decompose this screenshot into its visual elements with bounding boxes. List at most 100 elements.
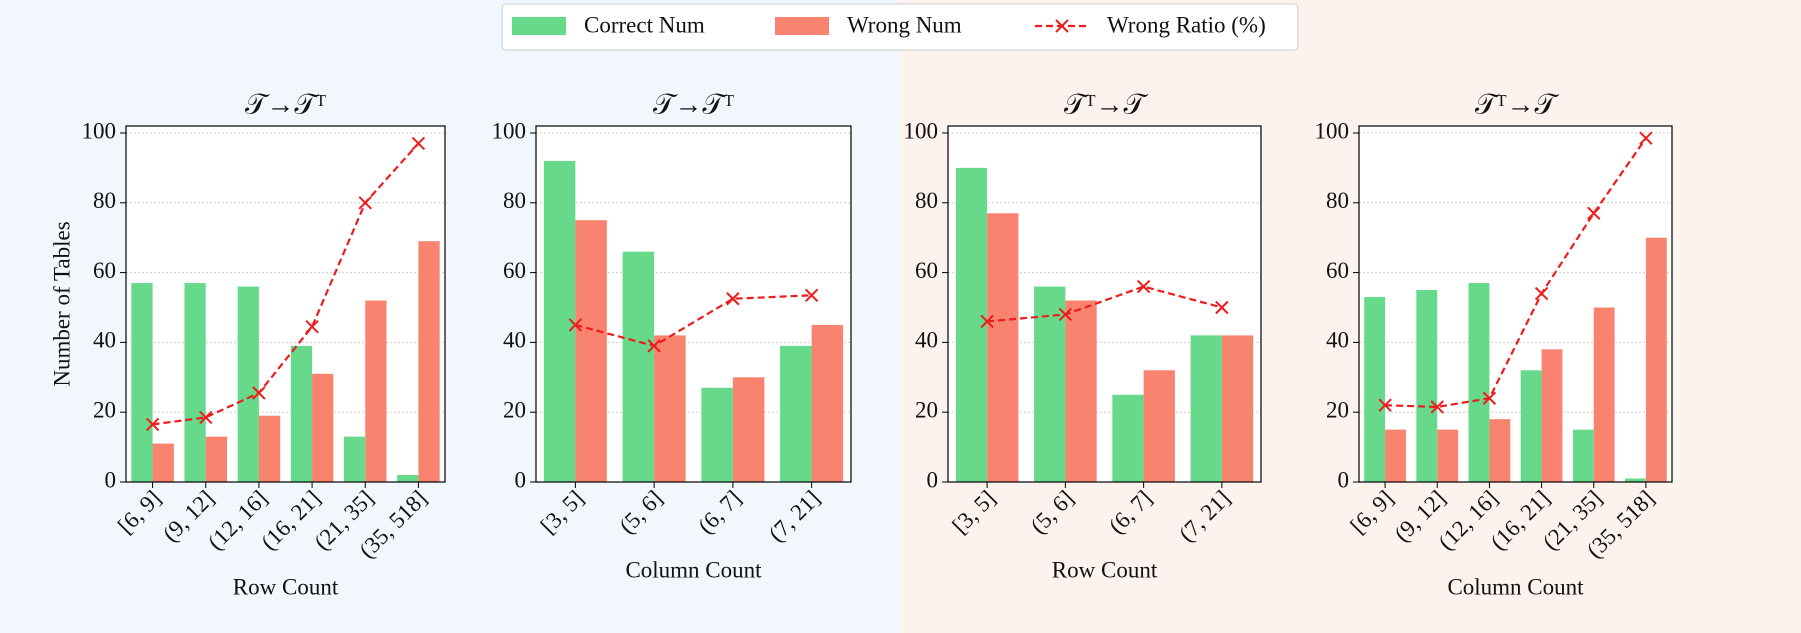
bar — [1364, 297, 1386, 482]
bar — [1437, 429, 1459, 482]
axes-frame — [535, 125, 852, 483]
bar — [811, 324, 844, 482]
bar — [622, 251, 655, 482]
bar — [1541, 349, 1563, 482]
y-tick-label: 0 — [1338, 467, 1350, 492]
bar — [1625, 478, 1646, 482]
ratio-marker — [252, 386, 266, 400]
bar — [654, 335, 686, 482]
y-axis-label: Number of Tables — [49, 221, 74, 386]
bar — [1112, 394, 1144, 482]
bar — [1221, 335, 1254, 482]
plot-area — [126, 126, 445, 482]
y-tick-label: 40 — [1326, 328, 1349, 353]
bar — [1645, 237, 1667, 482]
y-tick-label: 20 — [93, 397, 116, 422]
ratio-marker — [305, 319, 319, 334]
chart-title: 𝒯→𝒯ᵀ — [245, 89, 326, 120]
y-tick-label: 20 — [1326, 397, 1349, 422]
bar — [955, 167, 988, 482]
ratio-marker — [199, 410, 213, 425]
chart-title: 𝒯ᵀ→𝒯 — [1475, 89, 1560, 120]
legend-marker — [1055, 19, 1069, 33]
bar — [184, 283, 206, 482]
bar — [1572, 429, 1594, 482]
legend-box — [501, 3, 1299, 51]
axes-frame — [1358, 125, 1673, 483]
y-tick-label: 100 — [904, 118, 939, 143]
bar — [701, 387, 733, 482]
bar — [543, 160, 576, 482]
legend-label: Correct Num — [584, 12, 705, 37]
ratio-line — [575, 294, 812, 348]
ratio-marker — [1430, 400, 1444, 414]
legend-swatch — [512, 17, 566, 35]
bar — [732, 377, 765, 482]
bar — [575, 220, 607, 482]
y-tick-label: 40 — [93, 328, 116, 353]
bar — [1468, 283, 1490, 482]
bar — [258, 415, 281, 482]
bar — [987, 213, 1019, 483]
y-tick-label: 100 — [492, 118, 527, 143]
ratio-marker — [568, 318, 583, 332]
bar — [365, 300, 387, 482]
x-axis-label: Row Count — [233, 574, 339, 599]
ratio-marker — [1534, 286, 1549, 301]
bar — [1065, 300, 1097, 482]
ratio-marker — [647, 339, 661, 353]
ratio-marker — [358, 196, 372, 210]
ratio-line — [987, 285, 1223, 323]
y-tick-label: 0 — [515, 467, 527, 492]
chart-title: 𝒯→𝒯ᵀ — [653, 89, 734, 120]
y-tick-label: 80 — [1326, 188, 1349, 213]
bar — [343, 436, 366, 482]
y-tick-label: 20 — [503, 397, 526, 422]
ratio-line — [1385, 137, 1647, 409]
plot-area — [1359, 126, 1672, 482]
bar — [397, 475, 419, 482]
ratio-marker — [1482, 391, 1497, 405]
y-tick-label: 0 — [927, 467, 939, 492]
bar — [1489, 419, 1511, 482]
ratio-marker — [1058, 307, 1073, 322]
bar — [1034, 286, 1066, 482]
ratio-marker — [980, 314, 994, 329]
legend-swatch — [775, 17, 829, 35]
bar — [312, 373, 334, 482]
legend-label: Wrong Ratio (%) — [1107, 12, 1266, 37]
ratio-marker — [1136, 279, 1151, 294]
x-axis-label: Row Count — [1052, 557, 1158, 582]
axes-frame — [947, 125, 1262, 483]
ratio-marker — [1215, 300, 1229, 315]
bar — [290, 345, 313, 482]
y-tick-label: 100 — [1315, 118, 1350, 143]
bar — [1520, 370, 1542, 482]
bar — [152, 443, 174, 482]
legend-label: Wrong Num — [847, 12, 962, 37]
bar — [237, 286, 259, 482]
y-tick-label: 60 — [93, 258, 116, 283]
x-axis-label: Column Count — [1447, 574, 1584, 599]
axes-frame — [125, 125, 446, 483]
bar — [780, 345, 812, 482]
ratio-line — [152, 142, 420, 426]
bar — [205, 436, 228, 482]
bar — [1593, 307, 1615, 482]
x-axis-label: Column Count — [625, 557, 762, 582]
ratio-marker — [804, 288, 819, 302]
ratio-marker — [145, 417, 160, 432]
bar — [418, 241, 440, 482]
ratio-marker — [726, 292, 740, 306]
chart-title: 𝒯ᵀ→𝒯 — [1064, 89, 1149, 120]
y-tick-label: 60 — [915, 258, 938, 283]
ratio-marker — [1639, 131, 1653, 145]
ratio-marker — [411, 136, 426, 151]
y-tick-label: 80 — [503, 188, 526, 213]
y-tick-label: 100 — [82, 118, 117, 143]
bar — [131, 283, 153, 482]
bar — [1385, 429, 1406, 482]
y-tick-label: 80 — [915, 188, 938, 213]
